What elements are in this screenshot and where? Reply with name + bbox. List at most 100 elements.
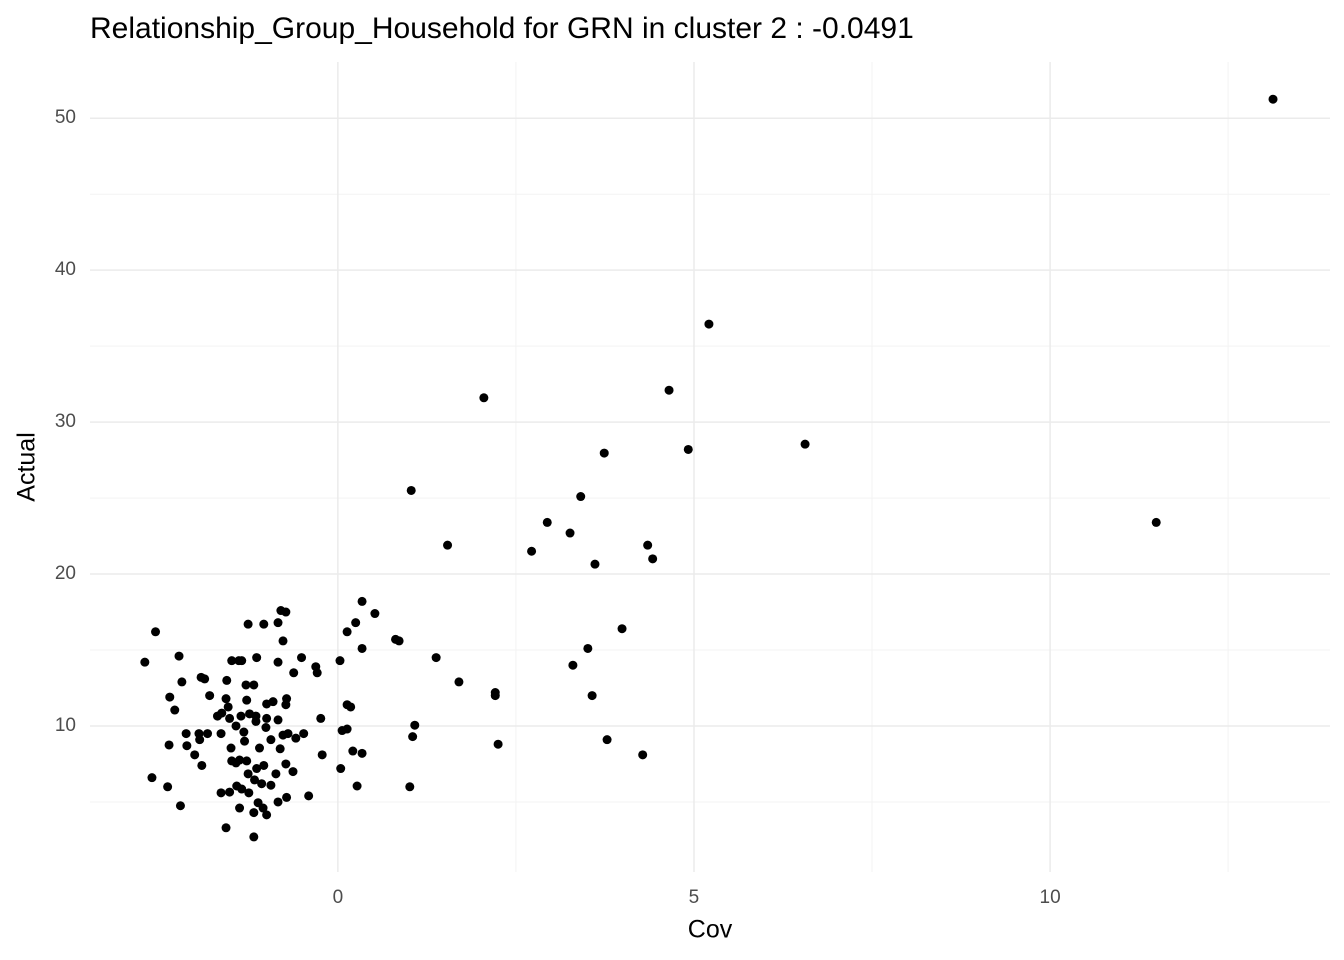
point	[165, 692, 175, 702]
point	[431, 653, 441, 663]
point	[261, 723, 271, 733]
point	[289, 668, 299, 678]
point	[443, 540, 453, 550]
point	[268, 697, 278, 707]
point	[1268, 94, 1278, 104]
point	[225, 787, 235, 797]
point	[336, 764, 346, 774]
point	[370, 609, 380, 619]
point	[195, 735, 205, 745]
point	[242, 695, 252, 705]
point	[266, 735, 276, 745]
point	[643, 540, 653, 550]
point	[638, 750, 648, 760]
point	[223, 702, 233, 712]
y-tick-label: 50	[55, 107, 76, 128]
point	[312, 668, 322, 678]
point	[243, 619, 253, 629]
point	[406, 485, 416, 495]
point	[250, 775, 260, 785]
point	[291, 733, 301, 743]
point	[197, 760, 207, 770]
point	[239, 727, 249, 737]
point	[205, 691, 215, 701]
point	[568, 660, 578, 670]
point	[352, 781, 362, 791]
point	[342, 627, 352, 637]
point	[583, 643, 593, 653]
point	[226, 743, 236, 753]
y-tick-label: 30	[55, 411, 76, 432]
point	[1151, 517, 1161, 527]
point	[304, 791, 314, 801]
point	[335, 656, 345, 666]
point	[147, 773, 157, 783]
point	[217, 708, 227, 718]
point	[259, 619, 269, 629]
x-tick-label: 10	[1040, 887, 1061, 908]
point	[704, 319, 714, 329]
point	[273, 715, 283, 725]
point	[394, 636, 404, 646]
point	[163, 782, 173, 792]
point	[542, 517, 552, 527]
point	[273, 657, 283, 667]
point	[140, 657, 150, 667]
point	[225, 713, 235, 723]
grid	[90, 62, 1330, 872]
points	[140, 94, 1278, 842]
point	[182, 741, 192, 751]
y-axis-title: Actual	[13, 432, 41, 501]
point	[216, 788, 226, 798]
point	[346, 702, 356, 712]
point	[273, 618, 283, 628]
x-tick-label: 5	[689, 887, 700, 908]
point	[408, 732, 418, 742]
point	[249, 808, 259, 818]
point	[257, 779, 267, 789]
point	[283, 729, 293, 739]
point	[599, 448, 609, 458]
point	[278, 636, 288, 646]
point	[200, 674, 210, 684]
point	[683, 444, 693, 454]
point	[243, 769, 253, 779]
point	[410, 720, 420, 730]
point	[258, 803, 268, 813]
point	[240, 736, 250, 746]
point	[281, 700, 291, 710]
point	[234, 656, 244, 666]
point	[576, 492, 586, 502]
point	[617, 624, 627, 634]
y-tick-label: 40	[55, 259, 76, 280]
point	[174, 651, 184, 661]
point	[454, 677, 464, 687]
point	[282, 792, 292, 802]
point	[221, 694, 231, 704]
point	[164, 740, 174, 750]
point	[181, 729, 191, 739]
point	[266, 780, 276, 790]
point	[479, 393, 489, 403]
point	[317, 750, 327, 760]
point	[262, 810, 272, 820]
point	[493, 739, 503, 749]
y-tick-label: 20	[55, 563, 76, 584]
point	[175, 801, 185, 811]
point	[203, 729, 213, 739]
point	[249, 832, 259, 842]
point	[490, 691, 500, 701]
point	[216, 729, 226, 739]
point	[252, 653, 262, 663]
point	[241, 680, 251, 690]
point	[276, 606, 286, 616]
point	[151, 627, 161, 637]
point	[177, 677, 187, 687]
y-tick-label: 10	[55, 715, 76, 736]
x-tick-label: 0	[333, 887, 344, 908]
point	[281, 759, 291, 769]
point	[299, 729, 309, 739]
point	[231, 721, 241, 731]
point	[297, 653, 307, 663]
